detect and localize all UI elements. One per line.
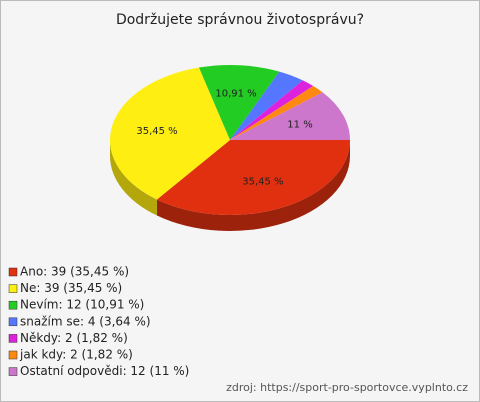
slice-side xyxy=(110,140,157,216)
slice xyxy=(230,71,303,140)
legend-label: Ano: 39 (35,45 %) xyxy=(20,265,129,279)
legend-swatch xyxy=(8,367,18,376)
value-label: 35,45 % xyxy=(136,126,177,137)
legend-swatch xyxy=(8,267,18,277)
value-label: 35,45 % xyxy=(242,177,283,188)
legend-swatch xyxy=(8,300,18,310)
chart-title: Dodržujete správnou životosprávu? xyxy=(116,12,364,28)
legend-label: Nevím: 12 (10,91 %) xyxy=(20,298,144,312)
legend-label: snažím se: 4 (3,64 %) xyxy=(20,314,151,328)
legend-swatch xyxy=(8,317,18,327)
value-label: 10,91 % xyxy=(215,89,256,100)
slice xyxy=(156,140,350,215)
slice-side xyxy=(156,140,350,231)
legend-label: Ostatní odpovědi: 12 (11 %) xyxy=(20,364,189,378)
slice xyxy=(230,85,323,140)
slice xyxy=(109,67,230,200)
legend-swatch xyxy=(8,284,18,293)
legend-swatch xyxy=(8,350,18,360)
slice xyxy=(230,92,350,140)
slice xyxy=(230,80,314,140)
slice xyxy=(198,65,280,140)
legend-swatch xyxy=(8,334,18,343)
value-label: 11 % xyxy=(287,119,312,130)
source: zdroj: https://sport-pro-sportovce.vypln… xyxy=(226,381,468,394)
legend-label: Ne: 39 (35,45 %) xyxy=(20,281,122,295)
legend-label: Někdy: 2 (1,82 %) xyxy=(20,331,128,345)
legend-label: jak kdy: 2 (1,82 %) xyxy=(19,348,133,362)
